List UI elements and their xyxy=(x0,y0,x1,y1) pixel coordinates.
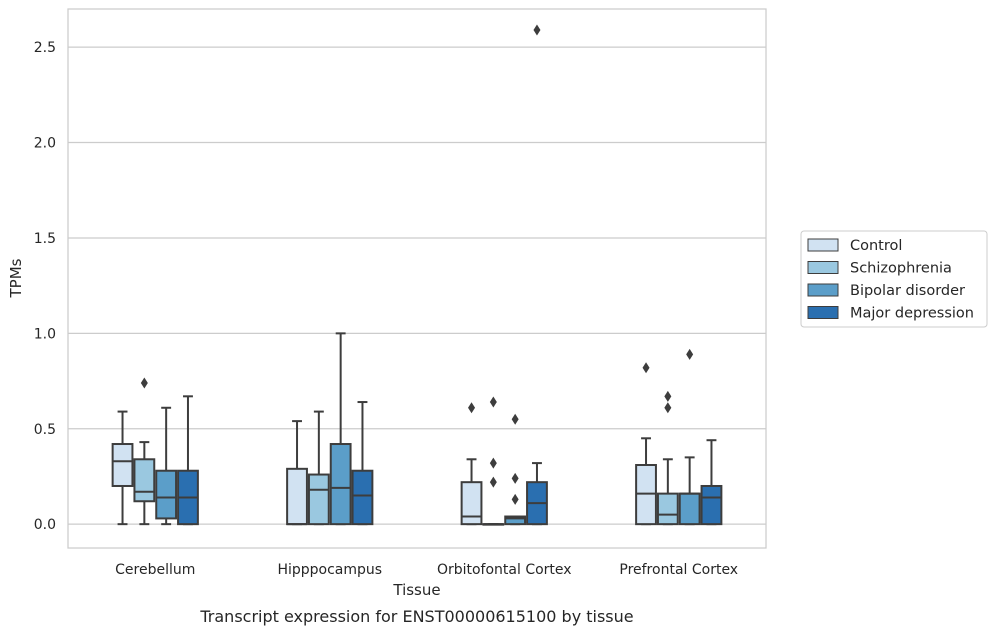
outlier-point xyxy=(511,493,519,505)
box xyxy=(307,473,330,526)
box-group xyxy=(635,362,657,526)
box xyxy=(700,484,723,526)
box-group xyxy=(460,402,483,526)
box-group xyxy=(504,413,527,526)
box xyxy=(329,443,352,526)
box-group xyxy=(700,439,723,526)
box-group xyxy=(329,332,352,526)
y-tick-label: 0.0 xyxy=(34,517,56,533)
box xyxy=(351,469,374,526)
gridlines xyxy=(68,46,766,525)
box-group xyxy=(133,377,156,526)
box-group xyxy=(111,410,134,526)
outlier-point xyxy=(511,413,519,425)
box xyxy=(111,443,134,487)
outlier-point xyxy=(642,362,650,374)
outlier-point xyxy=(489,476,497,488)
legend-swatch xyxy=(807,306,839,319)
outlier-point xyxy=(140,377,148,389)
x-tick-label: Orbitofontal Cortex xyxy=(437,562,572,578)
y-tick-label: 2.0 xyxy=(34,136,56,152)
box-group xyxy=(177,395,199,526)
outlier-point xyxy=(664,402,672,414)
plot-frame xyxy=(67,8,767,549)
legend-swatch xyxy=(807,238,839,252)
box xyxy=(460,481,483,526)
box-group xyxy=(678,348,701,526)
y-tick-label: 1.0 xyxy=(34,326,56,342)
boxes xyxy=(111,24,723,526)
box xyxy=(656,492,679,526)
x-tick-label: Cerebellum xyxy=(115,562,195,578)
box xyxy=(155,469,178,520)
y-axis-label: TPMs xyxy=(7,258,25,298)
x-axis-label: Tissue xyxy=(392,581,440,599)
outlier-point xyxy=(489,457,497,469)
chart-caption: Transcript expression for ENST0000061510… xyxy=(199,607,633,626)
x-tick-label: Hipppocampus xyxy=(277,562,382,578)
legend-label: Bipolar disorder xyxy=(850,283,965,299)
box xyxy=(678,492,701,526)
y-tick-label: 2.5 xyxy=(34,40,56,56)
legend: Control Schizophrenia Bipolar disorder Majo… xyxy=(800,230,988,328)
x-tick-labels: Cerebellum Hipppocampus Orbitofontal Corte… xyxy=(115,562,738,578)
legend-label: Schizophrenia xyxy=(850,261,952,277)
legend-label: Control xyxy=(850,238,902,254)
outlier-point xyxy=(533,24,541,36)
legend-swatch xyxy=(807,261,839,274)
legend-swatch xyxy=(807,283,839,297)
legend-label: Major depression xyxy=(850,306,974,322)
legend-frame xyxy=(800,230,988,328)
box-group xyxy=(286,420,308,526)
box-group xyxy=(155,406,178,526)
box-group xyxy=(351,401,374,526)
outlier-point xyxy=(664,390,672,402)
box-group xyxy=(656,390,679,526)
box-group xyxy=(307,410,330,526)
outlier-point xyxy=(511,472,519,484)
box-group xyxy=(482,396,505,526)
box xyxy=(286,467,308,526)
outlier-point xyxy=(686,348,694,360)
outlier-point xyxy=(489,396,497,408)
outlier-point xyxy=(468,402,476,414)
box-group xyxy=(526,24,548,526)
y-tick-label: 0.5 xyxy=(34,422,56,438)
box xyxy=(504,515,527,526)
y-tick-labels: 0.0 0.5 1.0 1.5 2.0 2.5 xyxy=(34,40,56,533)
y-tick-label: 1.5 xyxy=(34,231,56,247)
box xyxy=(133,458,156,503)
x-tick-label: Prefrontal Cortex xyxy=(619,562,738,578)
